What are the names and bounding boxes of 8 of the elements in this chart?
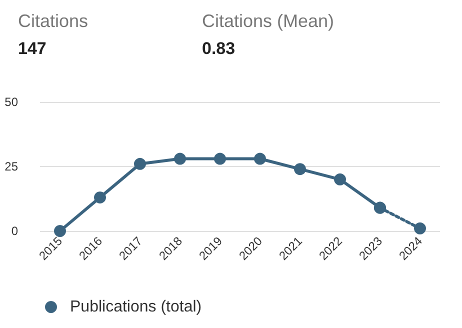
text: Citations: [18, 11, 88, 31]
text: 0.83: [202, 39, 236, 58]
y-tick-label: 50: [4, 95, 18, 109]
text: Citations (Mean): [202, 11, 334, 31]
y-tick-label: 25: [4, 160, 18, 174]
text: 147: [18, 39, 46, 58]
legend-label: Publications (total): [70, 298, 202, 316]
y-tick-label: 0: [11, 224, 18, 238]
